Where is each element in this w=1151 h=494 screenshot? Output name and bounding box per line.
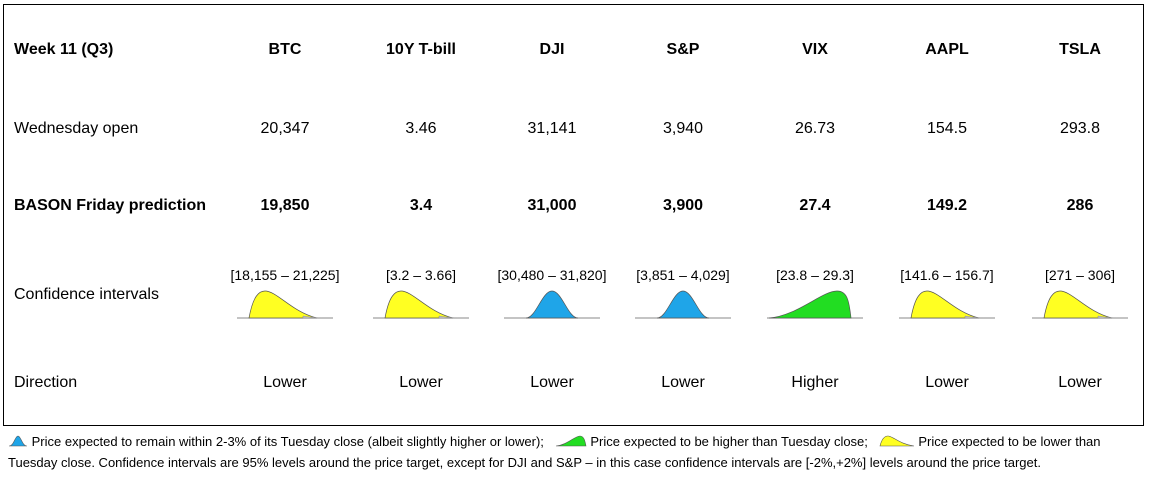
open-value: 26.73 (794, 120, 836, 137)
neutral-curve-icon (8, 433, 28, 453)
confidence-interval-text: [271 – 306] (1044, 267, 1116, 283)
column-header: AAPL (925, 41, 969, 58)
open-value: 154.5 (926, 120, 968, 137)
direction-value: Lower (661, 374, 705, 391)
row-label-open: Wednesday open (14, 120, 139, 137)
confidence-interval-text: [23.8 – 29.3] (776, 267, 854, 283)
legend-lower-text-1: Price expected (918, 434, 1005, 449)
higher-distribution-curve (767, 290, 863, 319)
legend-higher-text: Price expected to be higher than Tuesday… (590, 434, 868, 449)
column-header: DJI (539, 41, 565, 58)
neutral-distribution-curve (504, 290, 600, 319)
column-header: TSLA (1059, 41, 1101, 58)
column-header: 10Y T-bill (386, 41, 456, 58)
prediction-value: 3,900 (662, 197, 704, 214)
direction-value: Lower (399, 374, 443, 391)
direction-value: Lower (263, 374, 307, 391)
confidence-interval-text: [30,480 – 31,820] (497, 267, 607, 283)
direction-value: Higher (791, 374, 839, 391)
lower-curve-icon (879, 433, 915, 453)
confidence-interval-text: [3.2 – 3.66] (385, 267, 457, 283)
legend-lower-text-2: to be lower than Tuesday close. Confiden… (8, 434, 1101, 470)
prediction-value: 31,000 (527, 197, 577, 214)
column-header: VIX (802, 41, 828, 58)
lower-distribution-curve (899, 290, 995, 319)
prediction-value: 19,850 (260, 197, 310, 214)
prediction-value: 286 (1066, 197, 1094, 214)
lower-distribution-curve (373, 290, 469, 319)
lower-distribution-curve (237, 290, 333, 319)
open-value: 3,940 (662, 120, 704, 137)
direction-value: Lower (1058, 374, 1102, 391)
higher-curve-icon (555, 433, 587, 453)
legend-neutral-text: Price expected to remain within 2-3% of … (31, 434, 544, 449)
week-label: Week 11 (Q3) (14, 41, 114, 58)
open-value: 293.8 (1059, 120, 1101, 137)
row-label-prediction: BASON Friday prediction (14, 197, 207, 214)
confidence-interval-text: [18,155 – 21,225] (230, 267, 340, 283)
confidence-interval-text: [141.6 – 156.7] (900, 267, 994, 283)
open-value: 20,347 (260, 120, 310, 137)
row-label-confidence: Confidence intervals (14, 286, 159, 303)
column-header: S&P (666, 41, 700, 58)
prediction-value: 3.4 (409, 197, 433, 214)
direction-value: Lower (530, 374, 574, 391)
legend: Price expected to remain within 2-3% of … (8, 432, 1128, 473)
prediction-value: 149.2 (926, 197, 968, 214)
row-label-direction: Direction (14, 374, 78, 391)
neutral-distribution-curve (635, 290, 731, 319)
open-value: 31,141 (527, 120, 577, 137)
direction-value: Lower (925, 374, 969, 391)
open-value: 3.46 (405, 120, 437, 137)
forecast-table: Week 11 (Q3) Wednesday open BASON Friday… (3, 4, 1144, 426)
lower-distribution-curve (1032, 290, 1128, 319)
confidence-interval-text: [3,851 – 4,029] (636, 267, 730, 283)
column-header: BTC (268, 41, 302, 58)
prediction-value: 27.4 (799, 197, 831, 214)
